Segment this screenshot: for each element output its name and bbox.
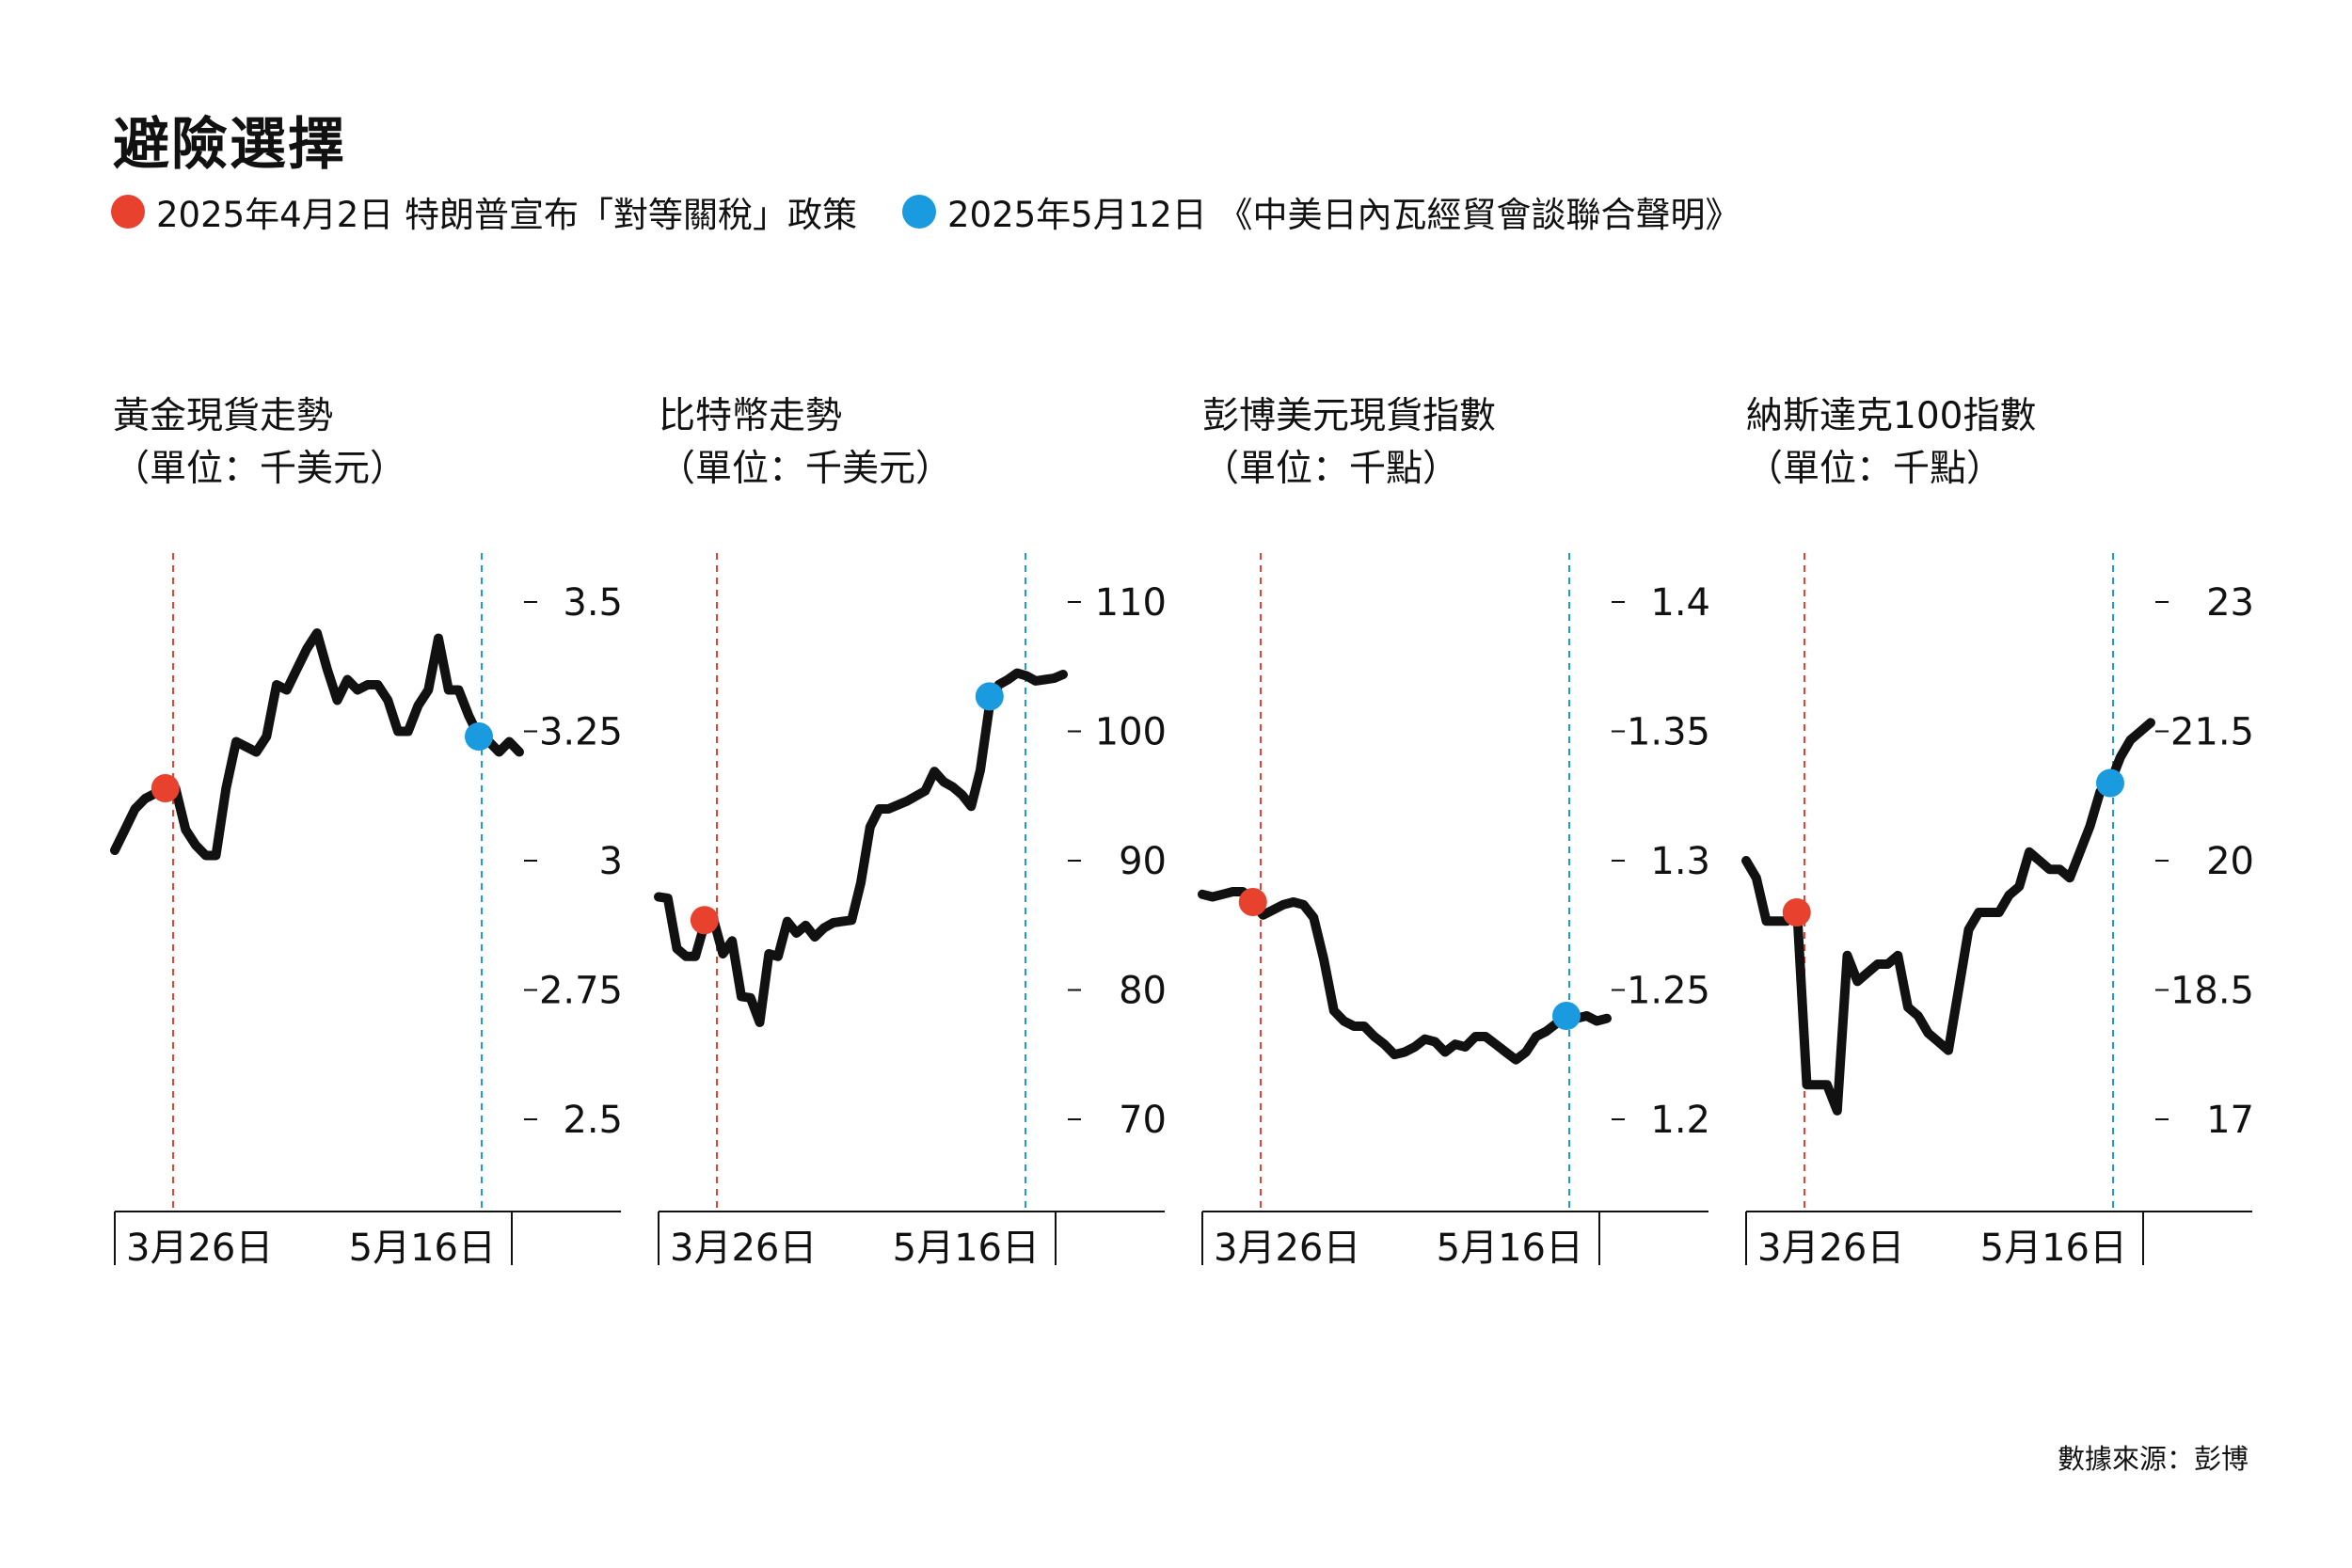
legend: 2025年4月2日 特朗普宣布「對等關稅」政策 2025年5月12日 《中美日內… [111, 186, 1740, 237]
y-tick-label: 100 [1095, 711, 1167, 754]
event-marker-blue [2096, 768, 2124, 798]
y-tick-label: 90 [1119, 840, 1167, 883]
legend-label-blue: 2025年5月12日 《中美日內瓦經貿會談聯合聲明》 [947, 195, 1740, 235]
y-tick-label: 2.5 [563, 1099, 623, 1142]
legend-dot-red [111, 195, 145, 229]
y-tick-label: 70 [1119, 1099, 1167, 1142]
y-tick-label: 1.2 [1650, 1099, 1710, 1142]
panel-title-dollar-index-name: 彭博美元現貨指數 [1202, 395, 1497, 437]
event-marker-red [690, 906, 719, 935]
y-tick-label: 18.5 [2170, 970, 2254, 1013]
series-line [110, 628, 524, 861]
series-line [654, 668, 1068, 1027]
event-marker-blue [975, 682, 1004, 711]
x-tick-label: 5月16日 [1437, 1227, 1583, 1270]
y-tick-label: 1.35 [1627, 711, 1710, 754]
series-line [1198, 887, 1612, 1065]
chart-panel-gold: 3.5 3.25 3 2.75 2.5 3月26日 5月16日 [110, 553, 623, 1270]
y-tick-label: 110 [1095, 581, 1167, 625]
x-tick-label: 5月16日 [893, 1227, 1040, 1270]
series-line [1741, 718, 2155, 1116]
event-marker-blue [1552, 1002, 1581, 1030]
legend-label-red: 2025年4月2日 特朗普宣布「對等關稅」政策 [156, 195, 858, 235]
x-tick-label: 5月16日 [349, 1227, 496, 1270]
x-tick-label: 3月26日 [670, 1227, 817, 1270]
panel-title-gold-unit: （單位：千美元） [113, 448, 407, 490]
page-title: 避險選擇 [113, 112, 346, 178]
panel-title-nasdaq: 納斯達克100指數 （單位：千點） [1746, 390, 2036, 496]
y-tick-label: 80 [1119, 970, 1167, 1013]
y-tick-label: 3.25 [539, 711, 623, 754]
event-marker-red [1782, 898, 1811, 927]
event-marker-blue [465, 722, 493, 751]
panel-title-nasdaq-name: 納斯達克100指數 [1746, 395, 2037, 437]
panel-title-dollar-index-unit: （單位：千點） [1202, 448, 1460, 490]
y-tick-label: 1.25 [1627, 970, 1710, 1013]
event-marker-red [151, 774, 180, 802]
y-tick-label: 3 [599, 840, 623, 883]
panel-title-dollar-index: 彭博美元現貨指數 （單位：千點） [1202, 390, 1496, 496]
legend-dot-blue [902, 195, 937, 229]
panel-title-gold: 黃金現貨走勢 （單位：千美元） [113, 390, 406, 496]
y-tick-label: 1.4 [1650, 581, 1710, 625]
panel-title-bitcoin: 比特幣走勢 （單位：千美元） [659, 390, 952, 496]
y-tick-label: 1.3 [1650, 840, 1710, 883]
x-tick-label: 5月16日 [1980, 1227, 2127, 1270]
chart-panel-dollar-index: 1.4 1.35 1.3 1.25 1.2 3月26日 5月16日 [1198, 553, 1710, 1270]
panel-title-bitcoin-unit: （單位：千美元） [659, 448, 953, 490]
y-tick-label: 21.5 [2170, 711, 2254, 754]
panel-title-bitcoin-name: 比特幣走勢 [659, 395, 843, 437]
panel-title-nasdaq-unit: （單位：千點） [1746, 448, 2004, 490]
y-tick-label: 2.75 [539, 970, 623, 1013]
y-tick-label: 23 [2206, 581, 2254, 625]
panel-title-gold-name: 黃金現貨走勢 [113, 395, 334, 437]
y-tick-label: 20 [2206, 840, 2254, 883]
event-marker-red [1238, 888, 1267, 916]
source-note: 數據來源：彭博 [2057, 1443, 2249, 1475]
y-tick-label: 17 [2206, 1099, 2254, 1142]
x-tick-label: 3月26日 [126, 1227, 273, 1270]
x-tick-label: 3月26日 [1214, 1227, 1360, 1270]
chart-panel-nasdaq: 23 21.5 20 18.5 17 3月26日 5月16日 [1741, 553, 2254, 1270]
chart-panel-bitcoin: 110 100 90 80 70 3月26日 5月16日 [654, 553, 1167, 1270]
y-tick-label: 3.5 [563, 581, 623, 625]
x-tick-label: 3月26日 [1757, 1227, 1904, 1270]
